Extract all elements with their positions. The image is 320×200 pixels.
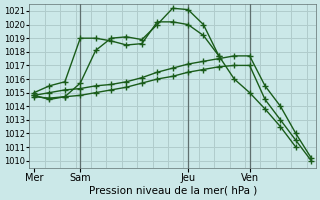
X-axis label: Pression niveau de la mer( hPa ): Pression niveau de la mer( hPa ) xyxy=(89,186,257,196)
